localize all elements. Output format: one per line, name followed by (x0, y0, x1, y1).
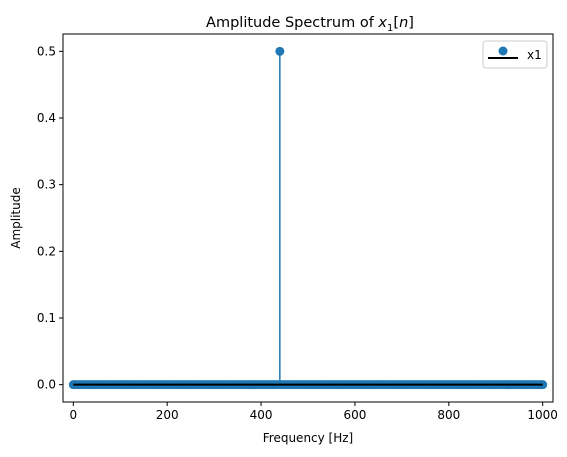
x-axis-label: Frequency [Hz] (263, 431, 354, 445)
y-tick-label: 0.2 (37, 244, 56, 258)
y-tick-label: 0.3 (37, 178, 56, 192)
y-tick-label: 0.5 (37, 44, 56, 58)
stem-marker-peak (275, 47, 284, 56)
x-tick-label: 0 (70, 408, 78, 422)
y-tick-label: 0.1 (37, 311, 56, 325)
legend-marker (499, 47, 508, 56)
x-tick-label: 600 (343, 408, 366, 422)
x-tick-label: 800 (437, 408, 460, 422)
x-tick-label: 400 (250, 408, 273, 422)
legend-label-x1: x1 (527, 48, 542, 62)
y-tick-label: 0.0 (37, 378, 56, 392)
x-tick-label: 1000 (527, 408, 558, 422)
y-axis-label: Amplitude (9, 187, 23, 249)
x-tick-label: 200 (156, 408, 179, 422)
legend: x1 (483, 41, 547, 68)
y-tick-label: 0.4 (37, 111, 56, 125)
